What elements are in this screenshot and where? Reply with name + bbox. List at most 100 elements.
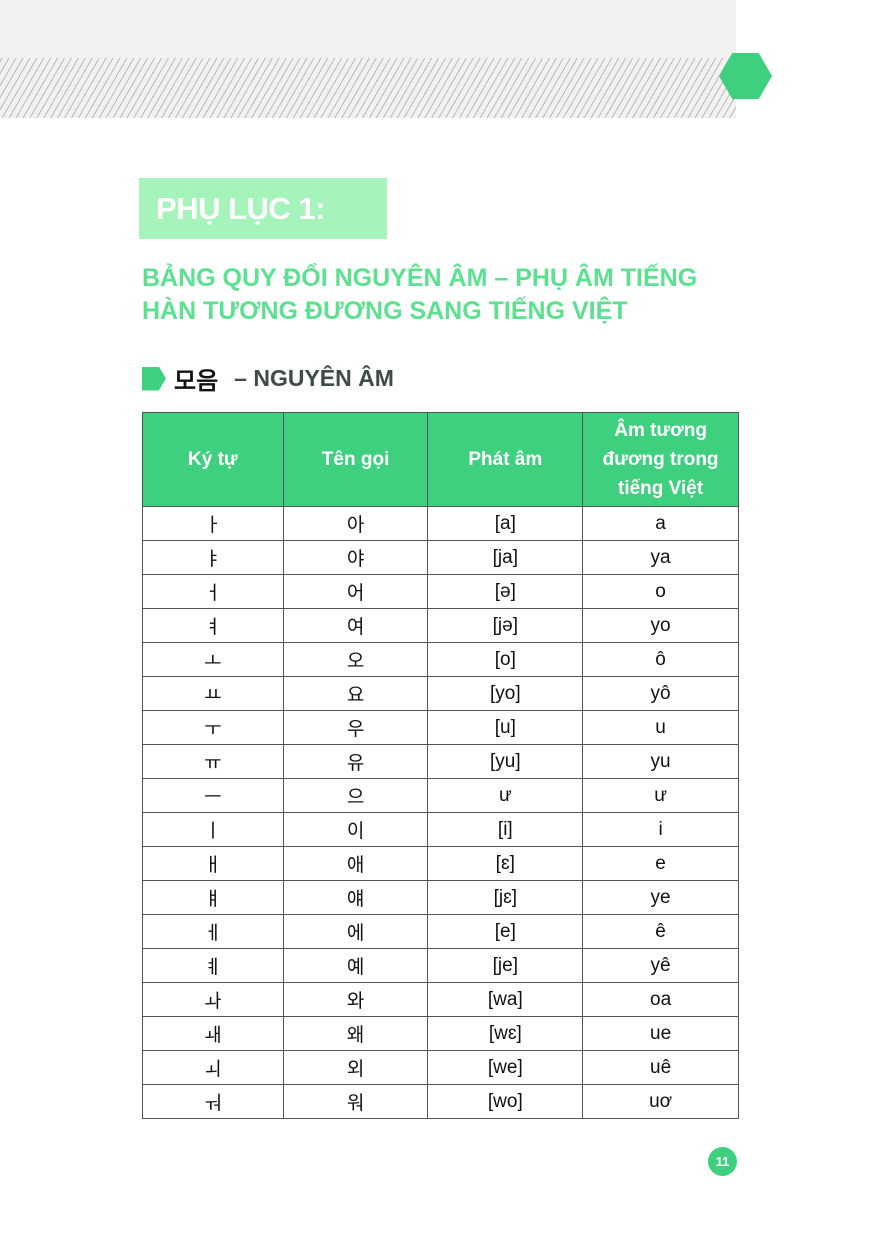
table-cell: [je] — [427, 948, 584, 983]
vowel-table: Ký tự Tên gọi Phát âm Âm tương đương trong … — [142, 412, 739, 1119]
table-cell: ê — [582, 914, 739, 949]
table-cell: ㅗ — [142, 642, 284, 677]
header-hatch-pattern — [0, 58, 736, 118]
table-cell: uơ — [582, 1084, 739, 1119]
table-cell: 외 — [282, 1050, 429, 1085]
table-cell: 예 — [282, 948, 429, 983]
table-cell: [ɛ] — [427, 846, 584, 881]
table-cell: ㅘ — [142, 982, 284, 1017]
table-cell: a — [582, 506, 739, 541]
table-cell: [yo] — [427, 676, 584, 711]
table-cell: uê — [582, 1050, 739, 1085]
table-row: ㅙ 왜 [wɛ] ue — [142, 1016, 739, 1051]
table-row: ㅠ 유 [yu] yu — [142, 744, 739, 779]
table-cell: ㅓ — [142, 574, 284, 609]
table-cell: [u] — [427, 710, 584, 745]
arrow-marker-icon — [142, 366, 166, 391]
table-cell: [wɛ] — [427, 1016, 584, 1051]
table-cell: 유 — [282, 744, 429, 779]
table-cell: 왜 — [282, 1016, 429, 1051]
table-cell: i — [582, 812, 739, 847]
table-cell: 우 — [282, 710, 429, 745]
table-cell: ư — [582, 778, 739, 813]
table-cell: [wa] — [427, 982, 584, 1017]
table-cell: u — [582, 710, 739, 745]
table-cell: ㅛ — [142, 676, 284, 711]
page-number: 11 — [708, 1147, 737, 1176]
table-cell: ㅔ — [142, 914, 284, 949]
table-header-row: Ký tự Tên gọi Phát âm Âm tương đương trong … — [142, 412, 739, 507]
section-korean: 모음 — [174, 368, 219, 395]
table-row: ㅕ 여 [jə] yo — [142, 608, 739, 643]
table-row: ㅖ 예 [je] yê — [142, 948, 739, 983]
table-row: ㅜ 우 [u] u — [142, 710, 739, 745]
subtitle-line: HÀN TƯƠNG ĐƯƠNG SANG TIẾNG VIỆT — [142, 297, 628, 325]
table-cell: ô — [582, 642, 739, 677]
table-row: ㅐ 애 [ɛ] e — [142, 846, 739, 881]
table-row: ㅛ 요 [yo] yô — [142, 676, 739, 711]
table-cell: ue — [582, 1016, 739, 1051]
table-cell: 요 — [282, 676, 429, 711]
table-cell: 워 — [282, 1084, 429, 1119]
section-heading: 모음 – NGUYÊN ÂM — [142, 361, 394, 396]
table-cell: 여 — [282, 608, 429, 643]
table-cell: 이 — [282, 812, 429, 847]
table-cell: yê — [582, 948, 739, 983]
table-cell: 와 — [282, 982, 429, 1017]
column-header: Âm tương đương trong tiếng Việt — [582, 412, 739, 507]
table-cell: [jə] — [427, 608, 584, 643]
table-cell: [o] — [427, 642, 584, 677]
table-cell: ye — [582, 880, 739, 915]
table-cell: ㅖ — [142, 948, 284, 983]
column-header: Tên gọi — [282, 412, 429, 507]
table-cell: 에 — [282, 914, 429, 949]
table-cell: [a] — [427, 506, 584, 541]
table-cell: 야 — [282, 540, 429, 575]
table-row: ㅓ 어 [ə] o — [142, 574, 739, 609]
table-cell: ㅏ — [142, 506, 284, 541]
table-cell: ㅝ — [142, 1084, 284, 1119]
table-cell: [ja] — [427, 540, 584, 575]
table-row: ㅏ 아 [a] a — [142, 506, 739, 541]
table-cell: [jɛ] — [427, 880, 584, 915]
table-row: ㅘ 와 [wa] oa — [142, 982, 739, 1017]
table-cell: 오 — [282, 642, 429, 677]
table-cell: ㅕ — [142, 608, 284, 643]
table-cell: yô — [582, 676, 739, 711]
column-header: Phát âm — [427, 412, 584, 507]
table-cell: yo — [582, 608, 739, 643]
table-cell: ㅣ — [142, 812, 284, 847]
table-cell: [yu] — [427, 744, 584, 779]
table-cell: [we] — [427, 1050, 584, 1085]
table-cell: [wo] — [427, 1084, 584, 1119]
table-cell: ㅚ — [142, 1050, 284, 1085]
subtitle-line: BẢNG QUY ĐỔI NGUYÊN ÂM – PHỤ ÂM TIẾNG — [142, 264, 698, 292]
table-cell: ya — [582, 540, 739, 575]
table-cell: o — [582, 574, 739, 609]
table-row: ㅒ 얘 [jɛ] ye — [142, 880, 739, 915]
table-cell: 아 — [282, 506, 429, 541]
table-cell: oa — [582, 982, 739, 1017]
table-cell: 으 — [282, 778, 429, 813]
section-vietnamese: – NGUYÊN ÂM — [234, 365, 394, 391]
table-cell: ㅑ — [142, 540, 284, 575]
header-band — [0, 0, 736, 58]
table-cell: yu — [582, 744, 739, 779]
table-cell: ㅡ — [142, 778, 284, 813]
appendix-title: PHỤ LỤC 1: — [156, 191, 325, 226]
table-cell: ㅒ — [142, 880, 284, 915]
table-cell: 어 — [282, 574, 429, 609]
appendix-title-box: PHỤ LỤC 1: — [139, 178, 387, 239]
table-row: ㅑ 야 [ja] ya — [142, 540, 739, 575]
table-row: ㅣ 이 [i] i — [142, 812, 739, 847]
table-cell: 얘 — [282, 880, 429, 915]
table-row: ㅗ 오 [o] ô — [142, 642, 739, 677]
table-cell: ㅠ — [142, 744, 284, 779]
table-row: ㅔ 에 [e] ê — [142, 914, 739, 949]
table-cell: ㅐ — [142, 846, 284, 881]
table-cell: [ə] — [427, 574, 584, 609]
table-cell: ư — [427, 778, 584, 813]
table-cell: 애 — [282, 846, 429, 881]
table-cell: [e] — [427, 914, 584, 949]
